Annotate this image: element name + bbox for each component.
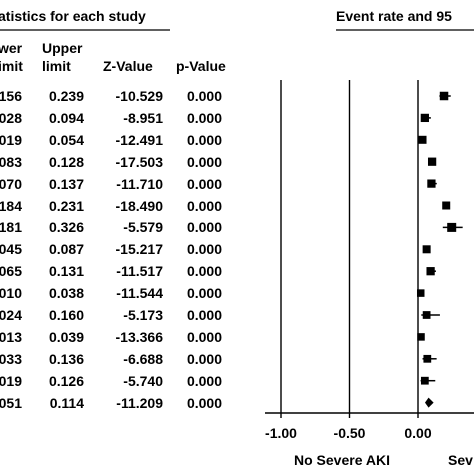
study-point — [447, 222, 457, 232]
lower-limit-cell: 019 — [0, 131, 22, 148]
footer-right-label: Sev — [448, 452, 473, 468]
lower-limit-cell: 024 — [0, 307, 22, 323]
p-value-cell: 0.000 — [186, 350, 222, 367]
z-value-cell: -6.688 — [123, 350, 163, 367]
z-value-cell: -11.544 — [116, 285, 163, 302]
x-tick-label: -0.50 — [334, 425, 366, 441]
study-point — [417, 333, 425, 341]
z-value-cell: -5.173 — [123, 307, 163, 323]
study-point — [420, 376, 429, 385]
z-value-cell: -15.217 — [115, 241, 163, 258]
z-value-cell: -12.491 — [115, 131, 163, 148]
p-value-cell: 0.000 — [186, 153, 222, 170]
event-rate-header: Event rate and 95 — [336, 8, 452, 24]
upper-limit-cell: 0.128 — [48, 153, 84, 170]
lower-limit-cell: 019 — [0, 372, 22, 389]
col-z-value: Z-Value — [103, 58, 153, 74]
upper-limit-cell: 0.131 — [48, 263, 84, 280]
lower-limit-cell: 070 — [0, 175, 22, 192]
p-value-cell: 0.000 — [186, 307, 222, 323]
col-upper-line1: Upper — [42, 40, 83, 56]
col-lower-line1: wer — [0, 40, 23, 56]
lower-limit-cell: 051 — [0, 394, 22, 411]
lower-limit-cell: 033 — [0, 350, 22, 367]
study-point — [427, 179, 436, 188]
footer-left-label: No Severe AKI — [294, 452, 390, 468]
upper-limit-cell: 0.136 — [48, 350, 84, 367]
z-value-cell: -8.951 — [123, 109, 163, 126]
study-point — [426, 267, 435, 276]
study-point — [427, 157, 437, 166]
study-point — [418, 135, 427, 144]
lower-limit-cell: 028 — [0, 109, 22, 126]
p-value-cell: 0.000 — [186, 197, 222, 214]
upper-limit-cell: 0.231 — [48, 197, 84, 214]
z-value-cell: -11.710 — [116, 175, 163, 192]
col-p-value: p-Value — [176, 58, 226, 74]
p-value-cell: 0.000 — [186, 394, 222, 411]
z-value-cell: -5.740 — [123, 372, 163, 389]
x-tick-label: 0.00 — [404, 425, 431, 441]
upper-limit-cell: 0.087 — [48, 241, 84, 258]
p-value-cell: 0.000 — [186, 109, 222, 126]
p-value-cell: 0.000 — [186, 285, 222, 302]
p-value-cell: 0.000 — [186, 328, 222, 345]
z-value-cell: -5.579 — [123, 219, 163, 236]
z-value-cell: -17.503 — [115, 153, 163, 170]
p-value-cell: 0.000 — [186, 175, 222, 192]
upper-limit-cell: 0.094 — [48, 109, 84, 126]
study-point — [422, 245, 431, 254]
header-underlines — [0, 29, 474, 31]
p-value-cell: 0.000 — [186, 219, 222, 236]
upper-limit-cell: 0.326 — [48, 219, 84, 236]
z-value-cell: -10.529 — [115, 88, 163, 104]
lower-limit-cell: 065 — [0, 263, 22, 280]
study-point — [422, 311, 431, 319]
upper-limit-cell: 0.114 — [49, 394, 84, 411]
p-value-cell: 0.000 — [186, 131, 222, 148]
p-value-cell: 0.000 — [186, 263, 222, 280]
upper-limit-cell: 0.038 — [48, 285, 84, 302]
study-point — [420, 113, 429, 123]
lower-limit-cell: 013 — [0, 328, 22, 345]
study-point — [439, 91, 449, 101]
p-value-cell: 0.000 — [186, 372, 222, 389]
upper-limit-cell: 0.054 — [48, 131, 84, 148]
upper-limit-cell: 0.126 — [48, 372, 84, 389]
lower-limit-cell: 083 — [0, 153, 22, 170]
upper-limit-cell: 0.239 — [48, 88, 84, 104]
summary-diamond — [424, 397, 434, 408]
p-value-cell: 0.000 — [186, 88, 222, 104]
z-value-cell: -11.209 — [116, 394, 163, 411]
z-value-cell: -13.366 — [115, 328, 163, 345]
p-value-cell: 0.000 — [186, 241, 222, 258]
lower-limit-cell: 010 — [0, 285, 22, 302]
study-point — [442, 201, 451, 210]
lower-limit-cell: 184 — [0, 197, 22, 214]
col-lower-line2: imit — [0, 58, 23, 74]
upper-limit-cell: 0.039 — [48, 328, 84, 345]
stats-header: atistics for each study — [0, 8, 146, 24]
upper-limit-cell: 0.160 — [48, 307, 84, 323]
study-point — [416, 289, 425, 297]
x-tick-label: -1.00 — [265, 425, 297, 441]
z-value-cell: -11.517 — [116, 263, 163, 280]
lower-limit-cell: 181 — [0, 219, 22, 236]
lower-limit-cell: 156 — [0, 88, 22, 104]
col-upper-line2: limit — [42, 58, 71, 74]
study-point — [423, 354, 432, 363]
z-value-cell: -18.490 — [115, 197, 163, 214]
upper-limit-cell: 0.137 — [48, 175, 84, 192]
lower-limit-cell: 045 — [0, 241, 22, 258]
